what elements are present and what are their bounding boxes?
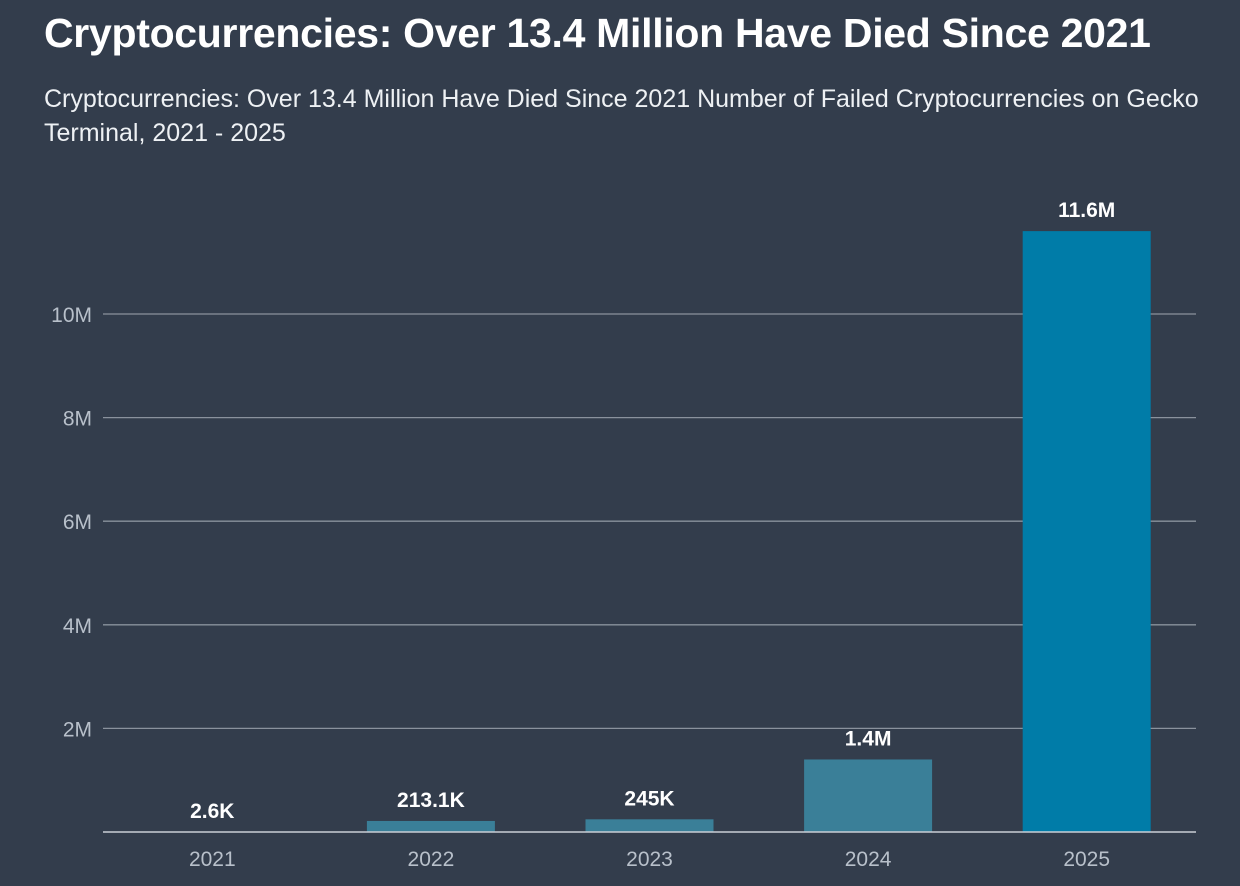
bar-2025	[1022, 231, 1151, 832]
x-tick-label: 2025	[1063, 848, 1110, 871]
chart-subtitle: Cryptocurrencies: Over 13.4 Million Have…	[44, 85, 1199, 147]
data-label-2023: 245K	[624, 787, 674, 810]
data-label-2025: 11.6M	[1058, 199, 1115, 222]
bar-2023	[585, 819, 714, 832]
x-tick-label: 2024	[845, 848, 892, 871]
y-tick-label: 4M	[63, 615, 92, 638]
y-tick-label: 8M	[63, 408, 92, 431]
x-tick-label: 2022	[408, 848, 455, 871]
y-tick-label: 10M	[51, 304, 92, 327]
gridlines	[103, 313, 1196, 730]
data-labels: 2.6K 213.1K 245K 1.4M 11.6M	[190, 199, 1115, 823]
bar-2022	[366, 820, 495, 832]
y-tick-label: 2M	[63, 718, 92, 741]
data-label-2022: 213.1K	[397, 789, 465, 812]
data-label-2024: 1.4M	[845, 727, 892, 750]
data-label-2021: 2.6K	[190, 800, 234, 823]
x-tick-label: 2023	[626, 848, 673, 871]
y-axis-ticks: 2M 4M 6M 8M 10M	[51, 304, 92, 741]
y-tick-label: 6M	[63, 511, 92, 534]
bars	[148, 231, 1151, 832]
bar-2024	[804, 759, 933, 832]
chart-title: Cryptocurrencies: Over 13.4 Million Have…	[44, 10, 1151, 56]
x-axis-ticks: 2021 2022 2023 2024 2025	[189, 848, 1110, 871]
x-tick-label: 2021	[189, 848, 236, 871]
